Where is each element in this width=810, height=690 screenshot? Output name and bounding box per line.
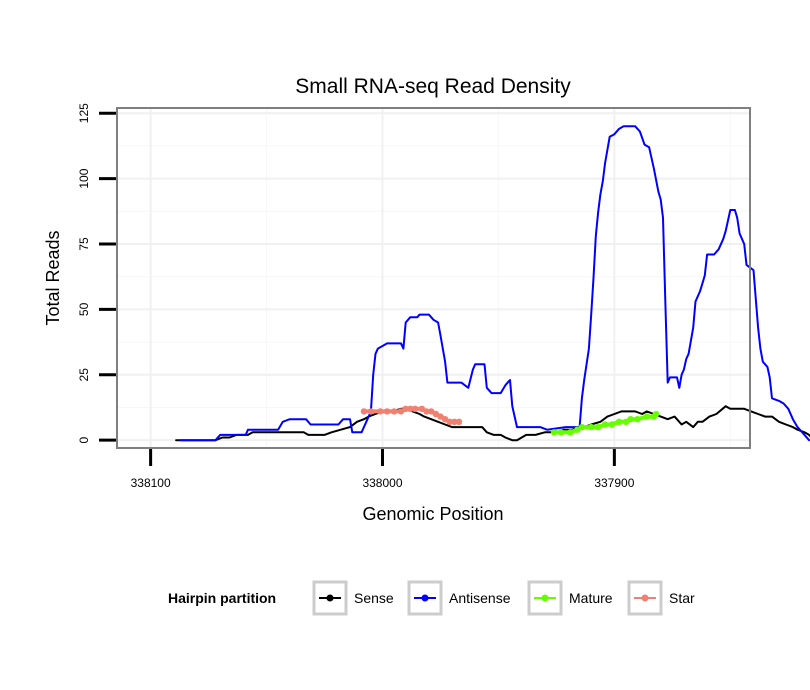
y-tick-label: 25 xyxy=(77,368,91,382)
series-point-star xyxy=(411,405,419,412)
y-axis-title: Total Reads xyxy=(43,230,63,325)
series-point-mature xyxy=(557,429,565,436)
legend-key-dot xyxy=(421,594,429,602)
series-point-mature xyxy=(643,413,650,420)
legend-label-star: Star xyxy=(669,590,695,606)
series-point-star xyxy=(451,418,458,425)
series-point-star xyxy=(367,408,375,415)
series-point-mature xyxy=(601,421,609,428)
series-point-mature xyxy=(615,418,623,425)
series-point-star xyxy=(383,408,391,415)
series-point-star xyxy=(407,405,414,412)
x-axis-title: Genomic Position xyxy=(362,504,503,524)
series-point-star xyxy=(360,408,368,415)
x-tick-label: 337900 xyxy=(594,476,634,490)
legend-label-mature: Mature xyxy=(569,590,613,606)
plot-background xyxy=(117,108,750,448)
legend-label-sense: Sense xyxy=(354,590,394,606)
series-point-mature xyxy=(594,423,602,431)
series-point-star xyxy=(402,405,409,412)
series-point-mature xyxy=(608,421,616,428)
series-point-mature xyxy=(652,410,660,418)
series-point-star xyxy=(390,408,398,415)
y-tick-label: 125 xyxy=(77,103,91,123)
legend-key-dot xyxy=(641,594,649,602)
y-tick-label: 100 xyxy=(77,168,91,188)
axes: 338100 338000 337900 0 25 50 75 100 125 xyxy=(77,103,635,490)
legend: Hairpin partition Sense Antisense Mature St… xyxy=(168,580,695,616)
series-point-mature xyxy=(578,423,586,431)
series-line-antisense xyxy=(179,125,810,442)
series-point-star xyxy=(455,418,463,425)
chart-title: Small RNA-seq Read Density xyxy=(295,75,571,98)
legend-label-antisense: Antisense xyxy=(449,590,511,606)
x-tick-label: 338000 xyxy=(362,476,402,490)
legend-title: Hairpin partition xyxy=(168,590,276,606)
series-point-star xyxy=(423,408,430,415)
x-tick-label: 338100 xyxy=(131,476,171,490)
series-point-mature xyxy=(634,416,641,423)
series-point-star xyxy=(377,408,384,415)
series-point-mature xyxy=(588,423,595,431)
series-line-mature xyxy=(552,412,659,435)
legend-key-dot xyxy=(541,594,549,602)
plot-border xyxy=(116,107,751,449)
legend-key-dot xyxy=(326,594,334,602)
series-point-mature xyxy=(627,416,634,423)
series-point-star xyxy=(446,418,453,425)
series-point-mature xyxy=(567,429,574,436)
y-tick-label: 75 xyxy=(77,237,91,251)
y-tick-label: 50 xyxy=(77,302,91,316)
grid xyxy=(117,108,750,448)
series-layer xyxy=(175,125,810,442)
series-point-star xyxy=(432,410,439,418)
series-point-star xyxy=(397,408,405,415)
series-point-mature xyxy=(550,429,558,436)
y-tick-label: 0 xyxy=(77,437,91,444)
